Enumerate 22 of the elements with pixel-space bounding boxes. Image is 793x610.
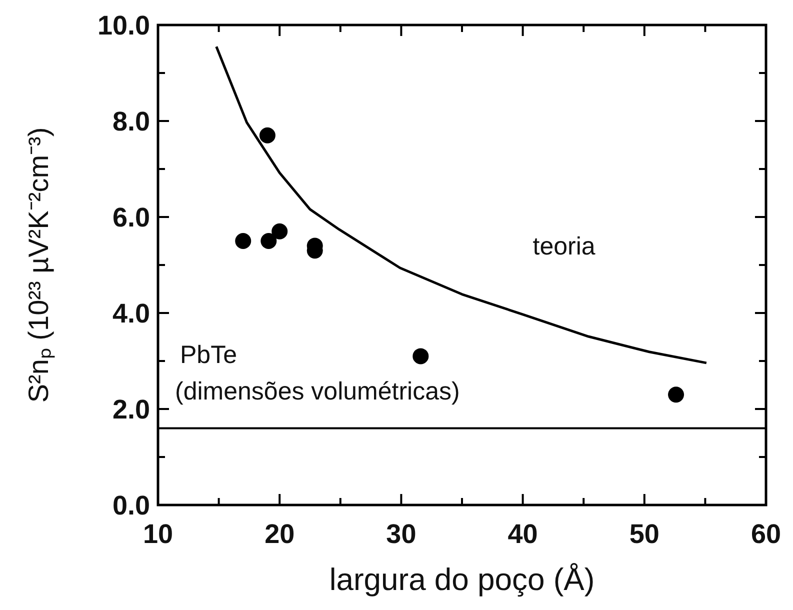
point: [412, 348, 429, 364]
point: [235, 233, 252, 249]
y-tick-label: 10.0: [97, 10, 150, 40]
y-tick-label: 2.0: [112, 394, 150, 424]
y-axis-title: S²nₚ (10²³ µV²K⁻²cm⁻³): [23, 127, 55, 403]
x-tick-label: 20: [264, 519, 295, 549]
x-axis-title: largura do poço (Å): [329, 562, 595, 597]
y-tick-label: 4.0: [112, 298, 150, 328]
x-tick-label: 50: [629, 519, 660, 549]
y-tick-label: 8.0: [112, 106, 150, 136]
point: [260, 233, 277, 249]
x-tick-label: 60: [750, 519, 782, 549]
ref-line-label: PbTe (dimensões volumétricas): [175, 341, 460, 406]
point: [259, 127, 276, 144]
x-tick-label: 40: [508, 519, 538, 549]
point: [272, 223, 288, 240]
text: teoria: [532, 232, 596, 260]
y-tick-label: 0.0: [112, 490, 150, 520]
x-tick-label: 10: [142, 519, 174, 549]
y-tick-label: 6.0: [112, 202, 150, 232]
x-tick-label: 30: [386, 519, 416, 549]
point: [668, 386, 684, 403]
